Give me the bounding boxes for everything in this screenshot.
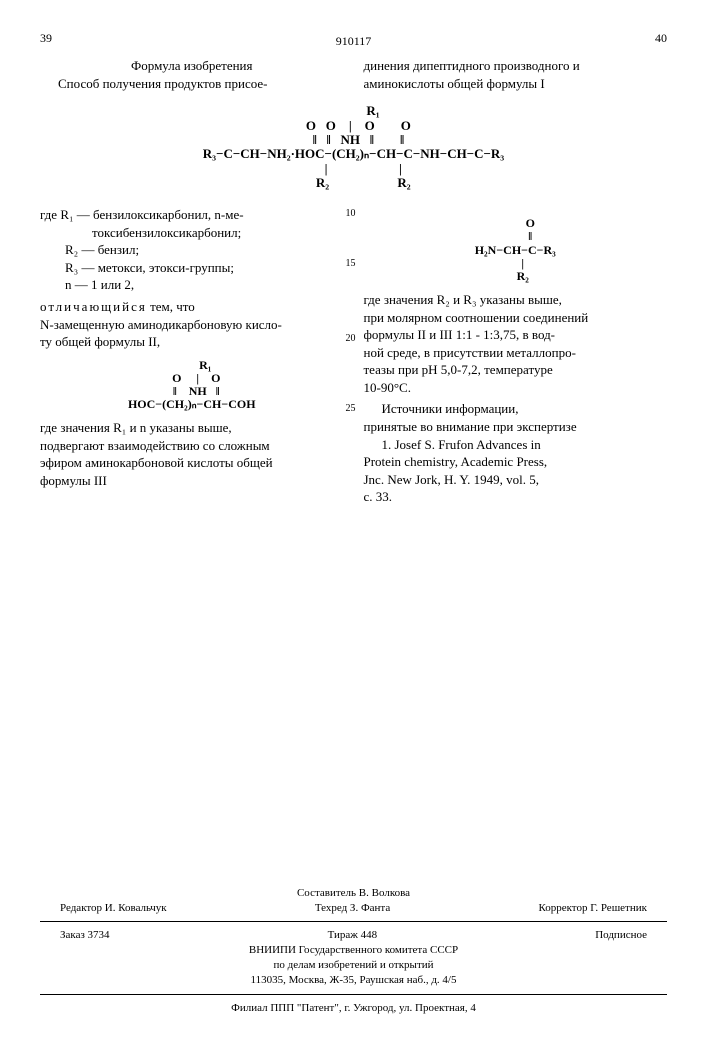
right-intro-2: аминокислоты общей формулы I [364, 75, 668, 93]
sources-heading: Источники информации, [364, 400, 668, 418]
reference-line: с. 33. [364, 488, 668, 506]
left-intro: Способ получения продуктов присое- [40, 75, 344, 93]
line-number: 10 [346, 207, 356, 221]
line-number: 15 [346, 257, 356, 271]
footer-org-1: ВНИИПИ Государственного комитета СССР [40, 943, 667, 958]
where-r3: R₃ — метокси, этокси-группы; [40, 259, 344, 277]
text-line: теазы при рН 5,0-7,2, температуре [364, 361, 668, 379]
right-intro-1: динения дипептидного производного и [364, 57, 668, 75]
footer-address-2: Филиал ППП "Патент", г. Ужгород, ул. Про… [40, 1001, 667, 1016]
footer-block: Составитель В. Волкова Редактор И. Ковал… [40, 886, 667, 1016]
footer-order: Заказ 3734 [60, 928, 110, 943]
footer-org-2: по делам изобретений и открытий [40, 958, 667, 973]
where-r1: где R₁ — бензилоксикарбонил, n-ме- [40, 206, 344, 224]
footer-address-1: 113035, Москва, Ж-35, Раушская наб., д. … [40, 973, 667, 988]
text-line: где значения R₂ и R₃ указаны выше, [364, 291, 668, 309]
right-column-body: O ‖ H₂N−CH−C−R₃ | R₂ где значения R₂ и R… [364, 202, 668, 506]
footer-compiler: Составитель В. Волкова [40, 886, 667, 901]
text-line: ной среде, в присутствии металлопро- [364, 344, 668, 362]
left-column: Формула изобретения Способ получения про… [40, 57, 344, 92]
left-column-body: 10 15 20 25 где R₁ — бензилоксикарбонил,… [40, 202, 344, 506]
sources-heading-2: принятые во внимание при экспертизе [364, 418, 668, 436]
line-number: 25 [346, 402, 356, 416]
footer-subscription: Подписное [595, 928, 647, 943]
page-num-left: 39 [40, 30, 52, 46]
where-r1b: токсибензилоксикарбонил; [40, 224, 344, 242]
document-id: 910117 [40, 33, 667, 49]
footer-corrector: Корректор Г. Решетник [538, 901, 647, 916]
where-n: n — 1 или 2, [40, 276, 344, 294]
reference-line: Jnc. New Jork, H. Y. 1949, vol. 5, [364, 471, 668, 489]
reference-line: Protein chemistry, Academic Press, [364, 453, 668, 471]
page-num-right: 40 [655, 30, 667, 46]
where-block-1: где R₁ — бензилоксикарбонил, n-ме- токси… [40, 206, 344, 294]
where-r2: R₂ — бензил; [40, 241, 344, 259]
formula-2: R₁ O | O ‖ NH ‖ HOC−(CH₂)ₙ−CH−COH [40, 359, 344, 412]
text-line: подвергают взаимодействию со сложным [40, 437, 344, 455]
formula-1: R₁ O O | O O ‖ ‖ NH ‖ ‖ R₃−C−CH−NH₂·HOC−… [40, 104, 667, 190]
reference-line: 1. Josef S. Frufon Advances in [364, 436, 668, 454]
text-line: эфиром аминокарбоновой кислоты общей [40, 454, 344, 472]
footer-order-row: Заказ 3734 Тираж 448 Подписное [40, 928, 667, 943]
text-line: при молярном соотношении соединений [364, 309, 668, 327]
right-column-top: динения дипептидного производного и амин… [364, 57, 668, 92]
footer-tech: Техред З. Фанта [315, 901, 390, 916]
text-line: где значения R₁ и n указаны выше, [40, 419, 344, 437]
line-number: 20 [346, 332, 356, 346]
formula-3: O ‖ H₂N−CH−C−R₃ | R₂ [364, 217, 668, 283]
text-line: ту общей формулы II, [40, 333, 344, 351]
footer-tirage: Тираж 448 [328, 928, 378, 943]
claim-heading: Формула изобретения [40, 57, 344, 75]
text-line: N-замещенную аминодикарбоновую кисло- [40, 316, 344, 334]
text-line: формулы II и III 1:1 - 1:3,75, в вод- [364, 326, 668, 344]
text-line: 10-90°С. [364, 379, 668, 397]
text-line: формулы III [40, 472, 344, 490]
distinguishing: отличающийся тем, что [40, 298, 344, 316]
footer-credits: Редактор И. Ковальчук Техред З. Фанта Ко… [40, 901, 667, 916]
footer-editor: Редактор И. Ковальчук [60, 901, 167, 916]
